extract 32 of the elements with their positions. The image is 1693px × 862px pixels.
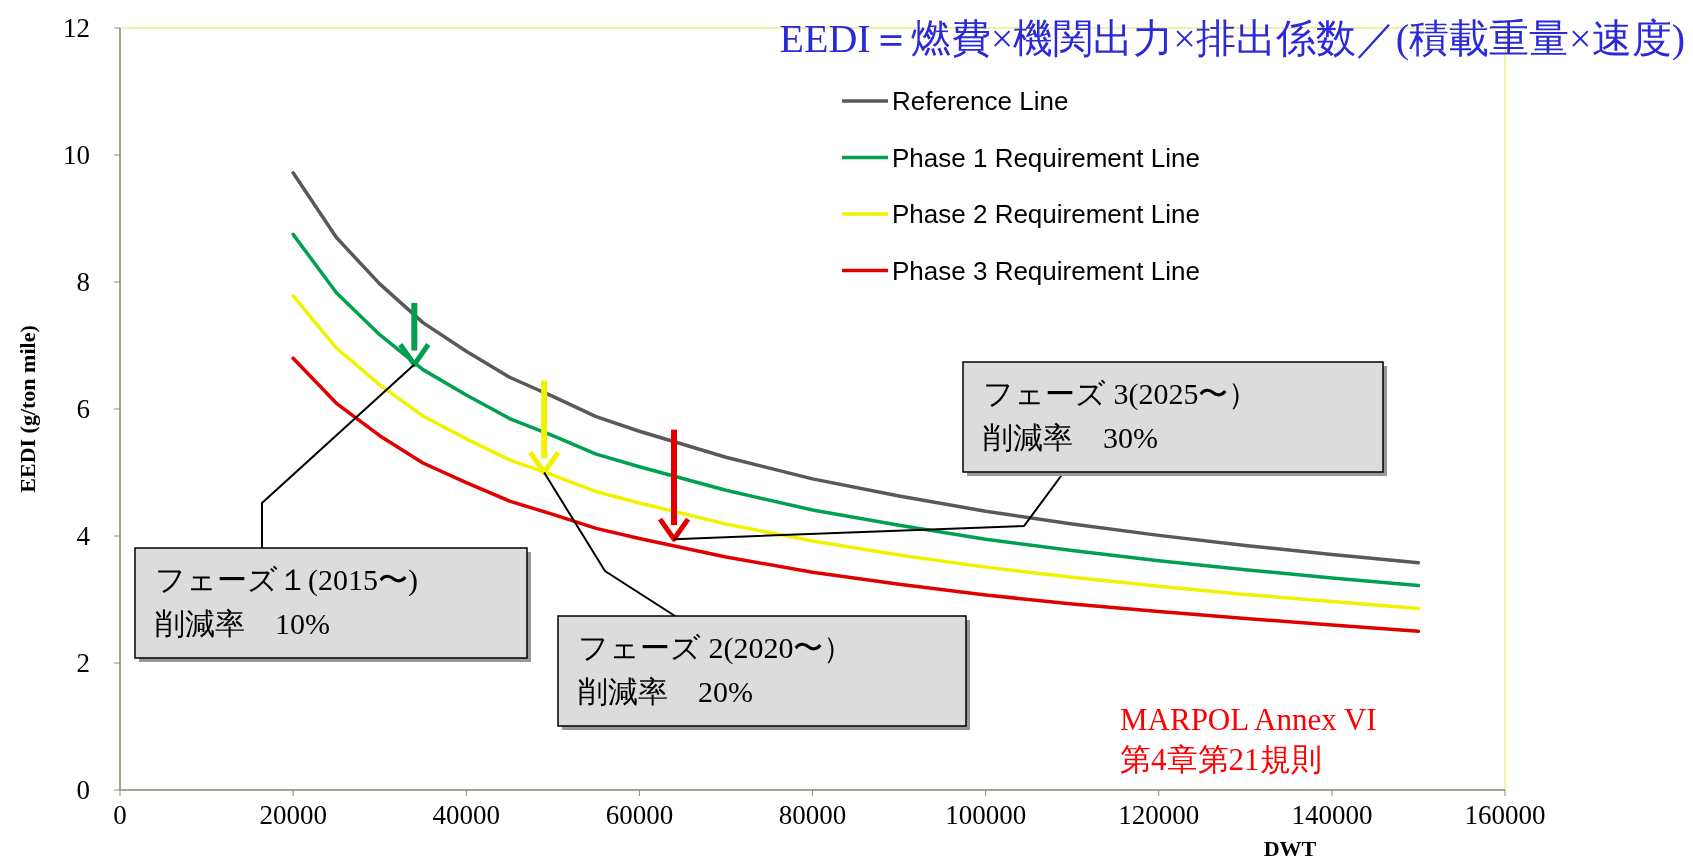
x-tick-label: 140000 <box>1291 800 1373 830</box>
legend-label: Phase 2 Requirement Line <box>892 199 1200 229</box>
annotation: フェーズ 2(2020〜） <box>578 631 854 665</box>
y-tick-label: 4 <box>76 521 91 551</box>
line-series <box>291 171 1421 565</box>
legend-label: Phase 3 Requirement Line <box>892 255 1200 286</box>
y-axis-title: EEDI (g/ton mile) <box>15 325 40 493</box>
y-tick-label: 6 <box>76 394 90 424</box>
annotation: 削減率 20% <box>578 675 753 708</box>
x-tick-label: 100000 <box>945 800 1027 830</box>
y-tick-label: 10 <box>63 140 90 170</box>
y-tick-label: 12 <box>63 13 90 43</box>
x-tick-label: 20000 <box>259 800 327 830</box>
legend-label: Phase 1 Requirement Line <box>892 142 1200 173</box>
x-tick-label: 0 <box>113 800 127 830</box>
annotation: フェーズ１(2015〜) <box>155 563 418 597</box>
y-tick-label: 8 <box>76 267 90 297</box>
annotation: MARPOL Annex VI <box>1120 702 1377 737</box>
y-tick-label: 0 <box>76 775 90 805</box>
x-tick-label: 120000 <box>1118 800 1200 830</box>
annotation: 削減率 10% <box>155 607 330 640</box>
x-tick-label: 40000 <box>432 800 500 830</box>
x-tick-label: 60000 <box>605 800 674 830</box>
annotation: 削減率 30% <box>983 421 1158 454</box>
legend-label: Reference Line <box>892 86 1069 116</box>
annotation: フェーズ 3(2025〜） <box>983 377 1259 411</box>
x-tick-label: 160000 <box>1464 800 1546 830</box>
x-axis-title: DWT <box>1263 836 1317 861</box>
x-tick-label: 80000 <box>778 800 847 830</box>
annotation: 第4章第21規則 <box>1120 742 1322 777</box>
y-tick-label: 2 <box>76 648 90 678</box>
chart-title: EEDI＝燃費×機関出力×排出係数／(積載重量×速度) <box>779 16 1685 61</box>
